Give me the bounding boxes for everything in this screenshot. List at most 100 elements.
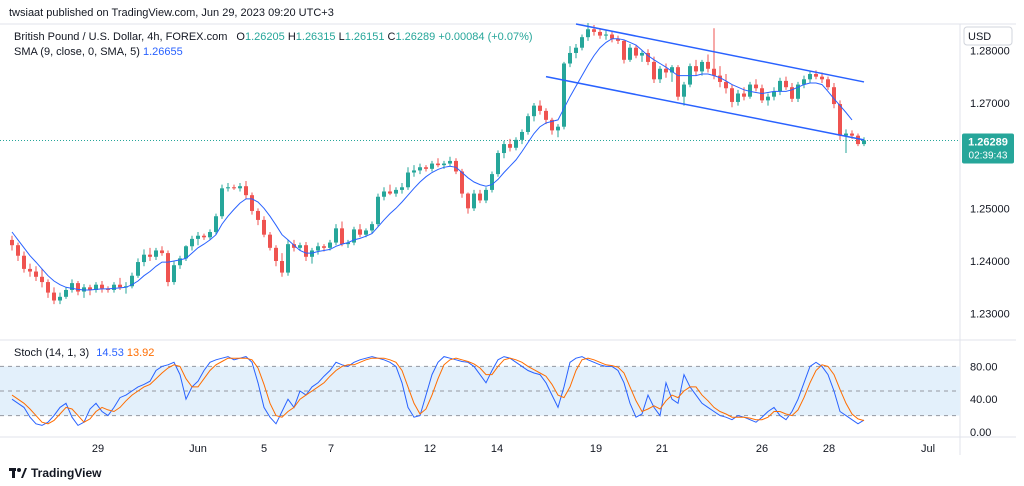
candle-body bbox=[172, 265, 176, 283]
candle-body bbox=[586, 29, 590, 38]
candle-body bbox=[16, 245, 20, 256]
candle-body bbox=[454, 160, 458, 172]
candle-body bbox=[778, 80, 782, 92]
stoch-levels bbox=[0, 365, 960, 417]
candle-body bbox=[250, 195, 254, 211]
candle-body bbox=[388, 191, 392, 194]
candles bbox=[10, 22, 866, 305]
candle-body bbox=[238, 186, 242, 189]
candle-body bbox=[184, 246, 188, 259]
candle-body bbox=[364, 230, 368, 235]
candle-body bbox=[400, 187, 404, 190]
candle-body bbox=[496, 153, 500, 175]
stoch-label: Stoch (14, 1, 3) bbox=[14, 347, 90, 359]
sma-value: 1.26655 bbox=[143, 46, 183, 58]
candle-body bbox=[712, 68, 716, 76]
candle-body bbox=[628, 47, 632, 60]
candle-body bbox=[286, 244, 290, 273]
time-tick-label: 14 bbox=[491, 443, 503, 455]
low-value: 1.26151 bbox=[344, 31, 385, 43]
stoch-tick-label: 80.00 bbox=[970, 361, 998, 373]
candle-body bbox=[202, 235, 206, 238]
change-value: +0.00084 (+0.07%) bbox=[438, 31, 533, 43]
candle-body bbox=[694, 66, 698, 72]
candle-body bbox=[76, 283, 80, 292]
published-by-text: twsiaat published on TradingView.com, Ju… bbox=[9, 7, 334, 19]
channel-lower-line[interactable] bbox=[545, 75, 865, 141]
candle-body bbox=[166, 253, 170, 283]
candle-body bbox=[532, 105, 536, 117]
channel-upper-line[interactable] bbox=[575, 23, 865, 83]
candle-body bbox=[148, 254, 152, 257]
candle-body bbox=[646, 52, 650, 62]
candle-body bbox=[136, 262, 140, 276]
price-tick-label: 1.25000 bbox=[970, 203, 1010, 215]
currency-label: USD bbox=[968, 31, 991, 43]
stoch-tick-label: 0.00 bbox=[970, 427, 991, 439]
candle-body bbox=[478, 193, 482, 201]
candle-body bbox=[844, 133, 848, 136]
candle-body bbox=[100, 284, 104, 289]
candle-body bbox=[412, 170, 416, 173]
candle-body bbox=[862, 140, 866, 145]
candle-body bbox=[118, 284, 122, 288]
price-tick-label: 1.28000 bbox=[970, 45, 1010, 57]
candle-body bbox=[352, 229, 356, 243]
price-tick-label: 1.23000 bbox=[970, 309, 1010, 321]
candle-body bbox=[658, 68, 662, 80]
candle-body bbox=[46, 282, 50, 293]
current-price-value: 1.26289 bbox=[968, 136, 1008, 148]
candle-body bbox=[298, 245, 302, 248]
candle-body bbox=[568, 52, 572, 64]
candle-body bbox=[550, 119, 554, 131]
candle-body bbox=[418, 167, 422, 171]
candle-body bbox=[514, 139, 518, 148]
stoch-k-line bbox=[11, 356, 865, 427]
high-label: H bbox=[287, 31, 296, 43]
candle-body bbox=[190, 238, 194, 247]
currency-box[interactable] bbox=[963, 26, 1013, 46]
candle-body bbox=[736, 93, 740, 102]
candle-body bbox=[274, 247, 278, 261]
candle-body bbox=[334, 228, 338, 243]
candle-body bbox=[316, 246, 320, 251]
candle-body bbox=[112, 284, 116, 290]
candle-body bbox=[730, 88, 734, 102]
candle-body bbox=[664, 68, 668, 73]
time-tick-label: 26 bbox=[756, 443, 768, 455]
price-tick-label: 1.27000 bbox=[970, 98, 1010, 110]
candle-body bbox=[94, 284, 98, 290]
candle-body bbox=[328, 242, 332, 248]
candle-body bbox=[10, 239, 14, 246]
stoch-legend: Stoch (14, 1, 3) 14.53 13.92 bbox=[14, 347, 154, 359]
candle-body bbox=[304, 245, 308, 257]
candle-body bbox=[436, 163, 440, 166]
time-tick-label: Jul bbox=[921, 443, 935, 455]
low-label: L bbox=[338, 31, 345, 43]
candle-body bbox=[766, 96, 770, 101]
candle-body bbox=[292, 244, 296, 248]
sma-line bbox=[11, 38, 853, 291]
candle-body bbox=[670, 67, 674, 73]
stoch-k-value: 14.53 bbox=[96, 347, 124, 359]
candle-body bbox=[484, 189, 488, 201]
candle-body bbox=[64, 289, 68, 297]
candle-body bbox=[616, 38, 620, 41]
time-tick-label: 12 bbox=[424, 443, 436, 455]
candle-body bbox=[850, 133, 854, 136]
sma-label: SMA (9, close, 0, SMA, 5) bbox=[14, 46, 140, 58]
candle-body bbox=[754, 84, 758, 89]
candle-body bbox=[490, 174, 494, 190]
candle-body bbox=[622, 40, 626, 60]
candle-body bbox=[700, 61, 704, 72]
price-tick-label: 1.24000 bbox=[970, 256, 1010, 268]
candle-body bbox=[784, 80, 788, 88]
candle-body bbox=[790, 87, 794, 99]
time-tick-label: 29 bbox=[92, 443, 104, 455]
candle-body bbox=[244, 186, 248, 196]
candle-body bbox=[562, 63, 566, 127]
tradingview-logo[interactable]: TradingView bbox=[9, 466, 101, 480]
candle-body bbox=[640, 52, 644, 56]
candle-body bbox=[262, 219, 266, 235]
